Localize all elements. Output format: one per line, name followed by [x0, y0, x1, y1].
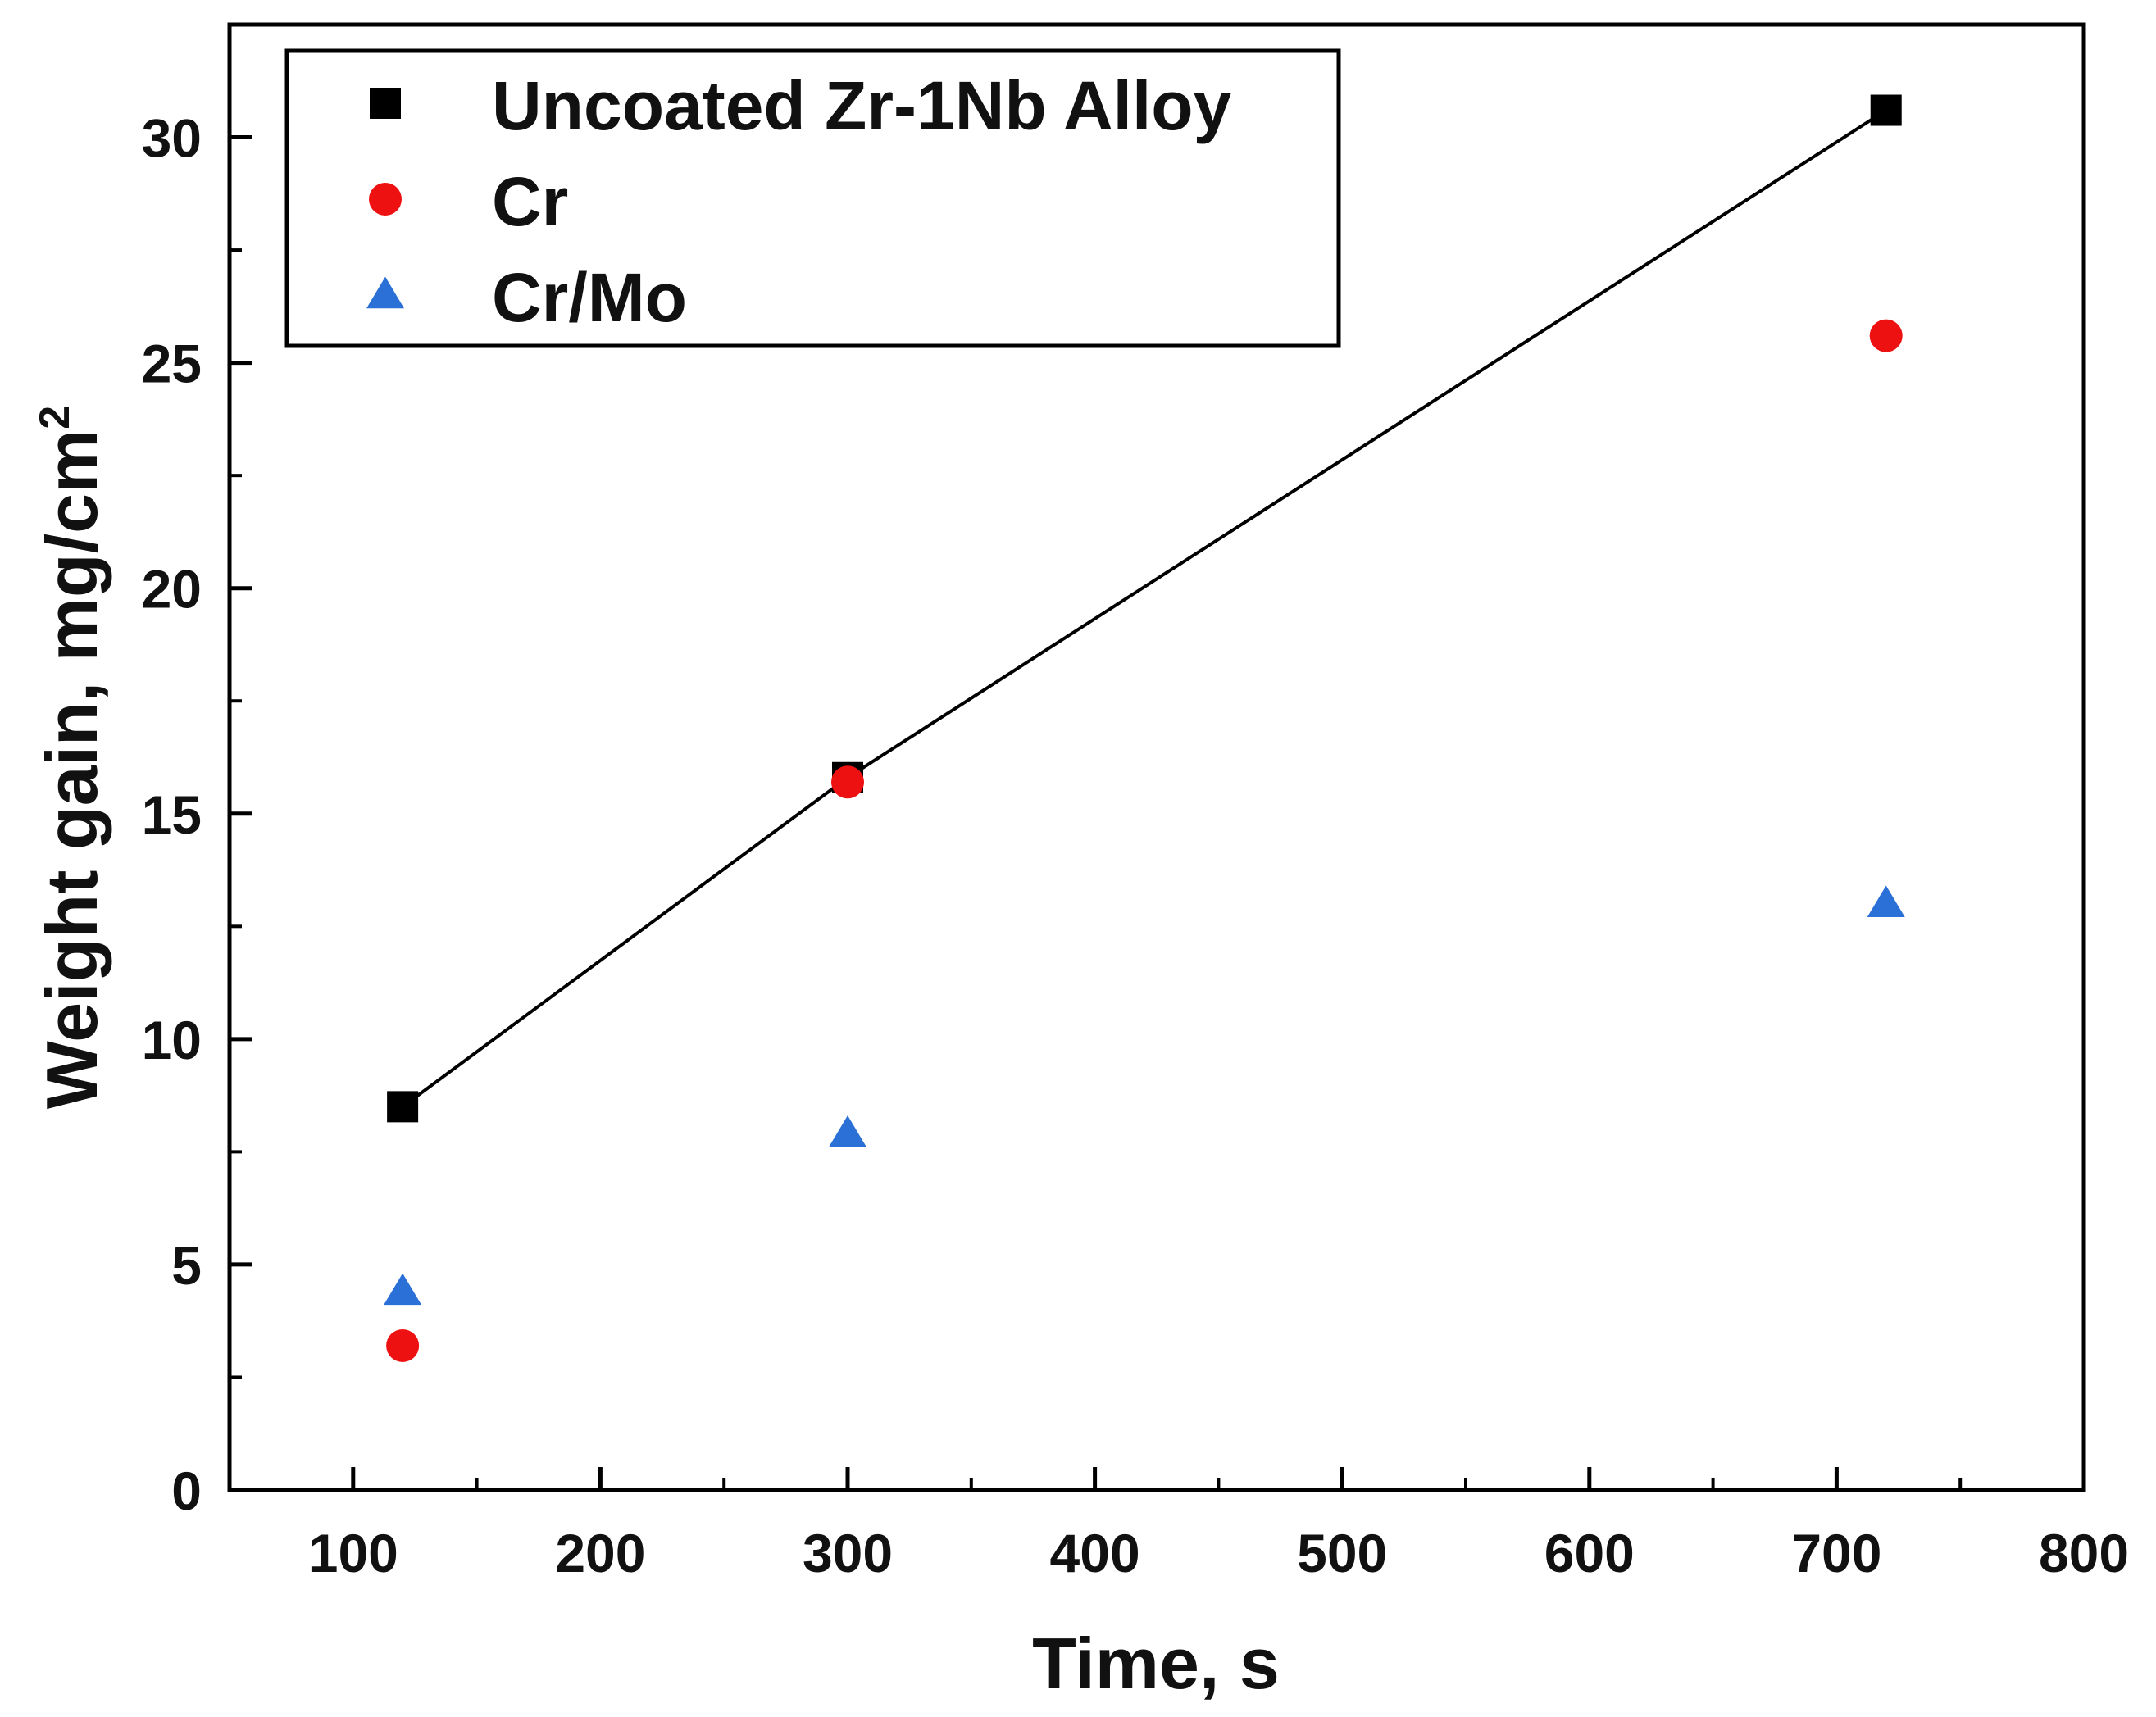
y-axis-title: Weight gain, mg/cm2	[31, 406, 112, 1109]
x-tick-label: 700	[1791, 1523, 1881, 1583]
legend-label-cr: Cr	[492, 163, 568, 240]
y-tick-label: 30	[142, 108, 202, 169]
axis-ticks	[230, 135, 1963, 1490]
cr-point	[831, 765, 864, 799]
legend-label-uncoated-zr-1nb-alloy: Uncoated Zr-1Nb Alloy	[492, 67, 1232, 144]
x-tick-label: 200	[555, 1523, 645, 1583]
data-markers	[384, 94, 1905, 1362]
y-tick-label: 25	[142, 334, 202, 394]
legend-box	[284, 48, 1341, 348]
uncoated-zr-1nb-alloy-fit-segment	[846, 108, 1887, 779]
y-tick-label: 10	[142, 1010, 202, 1070]
legend: Uncoated Zr-1Nb Alloy Cr Cr/Mo	[284, 48, 1341, 348]
legend-marker-uncoated-zr-1nb-alloy	[370, 88, 401, 119]
legend-marker-cr	[369, 183, 402, 216]
y-tick-label: 20	[142, 559, 202, 620]
cr-mo-point	[829, 1115, 866, 1147]
uncoated-zr-1nb-alloy-point	[387, 1091, 419, 1123]
x-tick-label: 400	[1050, 1523, 1140, 1583]
x-tick-label: 100	[308, 1523, 398, 1583]
cr-mo-point	[384, 1273, 422, 1306]
uncoated-zr-1nb-alloy-fit-segment	[401, 776, 849, 1108]
x-axis-title: Time, s	[1032, 1623, 1280, 1704]
y-axis-title-text: Weight gain, mg/cm	[31, 429, 112, 1110]
y-tick-label: 15	[142, 784, 202, 845]
legend-marker-cr-mo	[366, 276, 404, 309]
x-tick-label: 600	[1544, 1523, 1635, 1583]
x-tick-label: 300	[803, 1523, 893, 1583]
legend-label-cr-mo: Cr/Mo	[492, 259, 687, 336]
cr-mo-point	[1867, 885, 1905, 917]
uncoated-zr-1nb-alloy-point	[1870, 94, 1902, 126]
fit-lines	[401, 108, 1887, 1108]
y-tick-label: 0	[171, 1460, 202, 1521]
axis-tick-labels: 100 200 300 400 500 600 700 800 0 5 10 15 20 25 30	[142, 108, 2129, 1583]
cr-point	[386, 1329, 420, 1362]
cr-point	[1869, 319, 1903, 352]
y-axis-title-superscript: 2	[31, 406, 79, 429]
x-tick-label: 800	[2039, 1523, 2129, 1583]
y-tick-label: 5	[171, 1235, 202, 1296]
x-tick-label: 500	[1297, 1523, 1387, 1583]
